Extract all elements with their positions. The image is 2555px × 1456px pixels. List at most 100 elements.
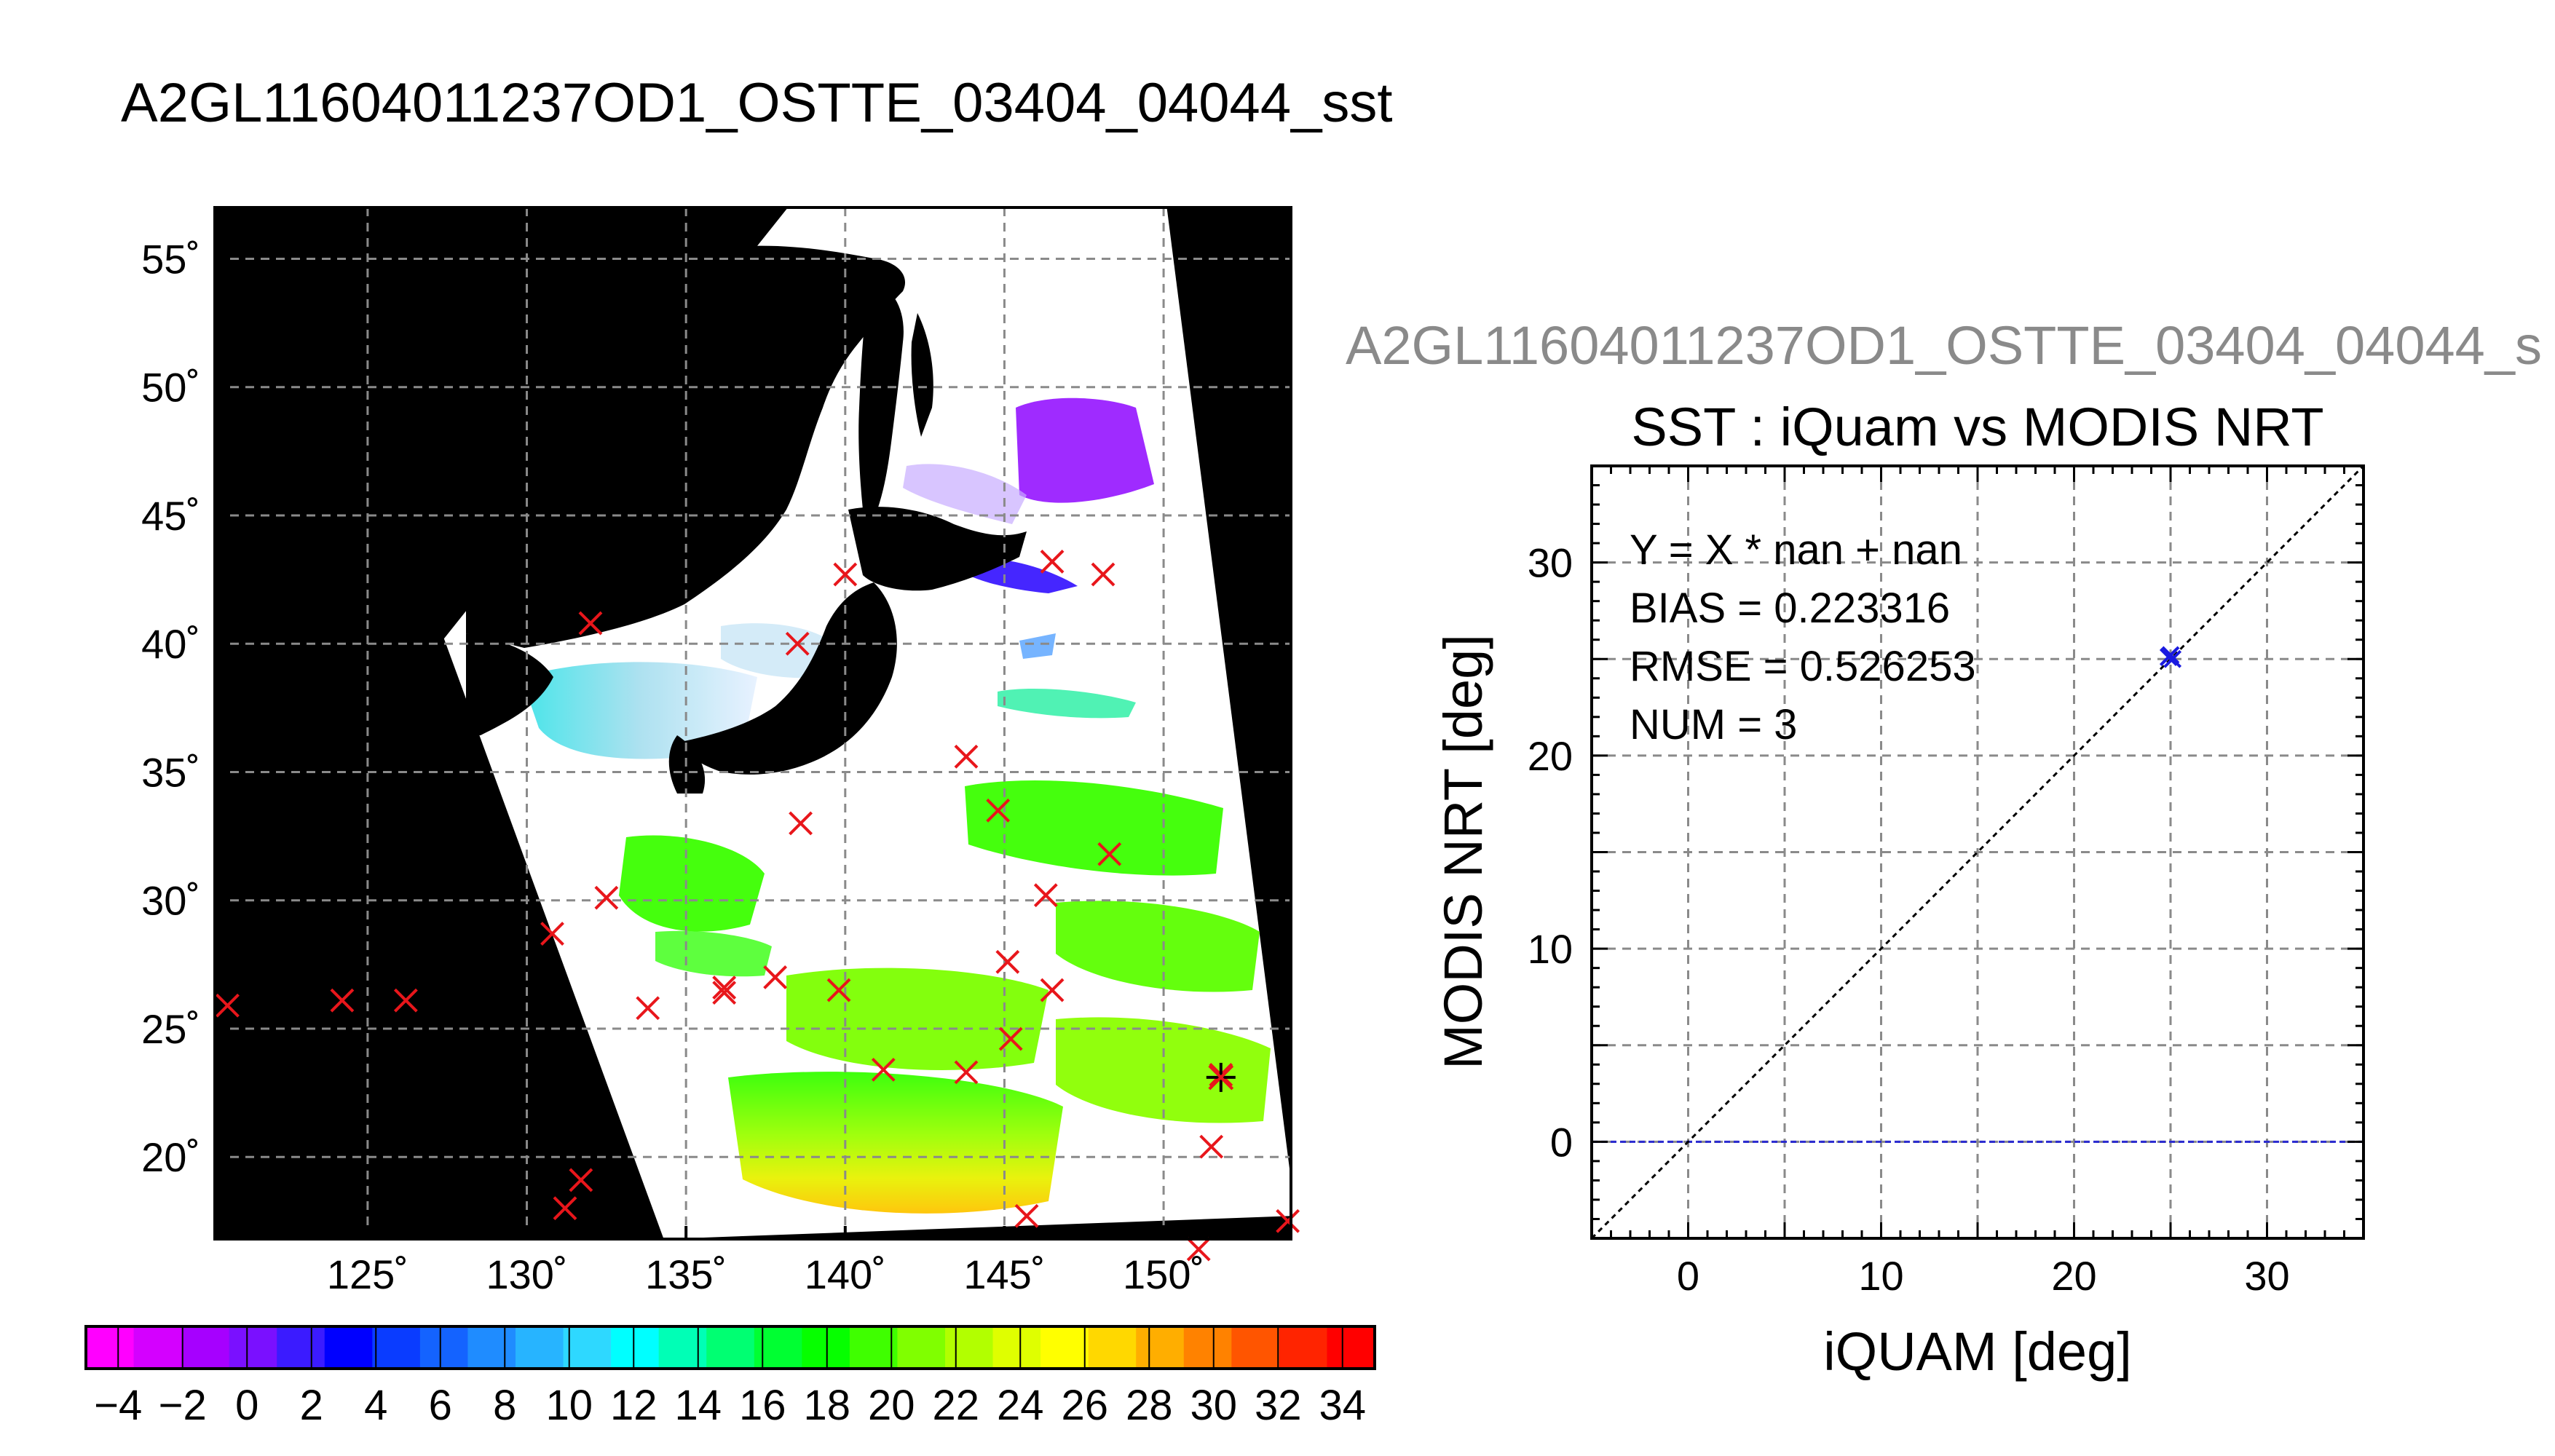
colorbar-tick-label: 6 <box>429 1382 452 1429</box>
buoy-markers <box>216 550 1300 1262</box>
colorbar-tick-label: −4 <box>94 1382 142 1429</box>
scatter-point <box>2163 649 2182 668</box>
colorbar-swatch <box>419 1326 469 1369</box>
regression-stats: Y = X * nan + nan BIAS = 0.223316 RMSE = 0… <box>1630 526 1976 748</box>
colorbar-tick-label: 10 <box>545 1382 593 1429</box>
colorbar-swatch <box>86 1326 135 1369</box>
map-title: A2GL11604011237OD1_OSTTE_03404_04044_sst <box>121 72 1393 134</box>
buoy-marker <box>785 631 810 656</box>
buoy-marker <box>1040 550 1065 574</box>
buoy-marker <box>393 988 418 1013</box>
buoy-marker <box>330 988 355 1013</box>
map-y-tick-label: 55˚ <box>141 236 200 282</box>
scatter-y-tick-label: 0 <box>1550 1119 1573 1165</box>
scatter-y-tick-label: 10 <box>1528 926 1573 972</box>
map-x-axis: 125˚ 130˚ 135˚ 140˚ 145˚ 150˚ <box>327 1226 1204 1297</box>
colorbar-swatch <box>802 1326 850 1369</box>
colorbar-tick-label: 24 <box>997 1382 1044 1429</box>
buoy-marker <box>1186 1237 1211 1262</box>
buoy-marker <box>954 1060 979 1085</box>
colorbar-swatch <box>1279 1326 1328 1369</box>
scatter-panel: SST : iQuam vs MODIS NRT 0 10 20 30 0 10 20 30… <box>1433 397 2365 1382</box>
buoy-marker <box>636 996 660 1021</box>
scatter-title: SST : iQuam vs MODIS NRT <box>1631 397 2323 457</box>
scatter-x-tick-label: 0 <box>1677 1253 1699 1299</box>
stats-line: BIAS = 0.223316 <box>1630 585 1950 632</box>
colorbar-swatch <box>992 1326 1041 1369</box>
colorbar-swatch <box>229 1326 277 1369</box>
scatter-x-tick-label: 30 <box>2244 1253 2289 1299</box>
colorbar-swatch <box>1183 1326 1232 1369</box>
stats-line: Y = X * nan + nan <box>1630 526 1962 574</box>
map-y-tick-label: 50˚ <box>141 365 200 411</box>
map-y-axis: 20˚ 25˚ 30˚ 35˚ 40˚ 45˚ 50˚ 55˚ <box>141 236 228 1180</box>
colorbar-swatch <box>277 1326 325 1369</box>
colorbar-swatch <box>1040 1326 1089 1369</box>
colorbar-swatch <box>467 1326 516 1369</box>
map-gridlines <box>215 207 1291 1239</box>
colorbar-tick-label: 4 <box>364 1382 387 1429</box>
colorbar-swatch <box>516 1326 564 1369</box>
buoy-marker <box>569 1168 593 1192</box>
map-x-tick-label: 145˚ <box>963 1251 1045 1297</box>
map-x-tick-label: 140˚ <box>805 1251 886 1297</box>
scatter-supertitle: A2GL11604011237OD1_OSTTE_03404_04044_s <box>1346 315 2542 376</box>
map-y-tick-label: 35˚ <box>141 749 200 795</box>
buoy-marker <box>1097 842 1122 866</box>
map-y-tick-label: 25˚ <box>141 1006 200 1052</box>
map-x-tick-label: 135˚ <box>645 1251 727 1297</box>
map-panel: 125˚ 130˚ 135˚ 140˚ 145˚ 150˚ 20˚ 25˚ 30˚ 35˚ 40˚… <box>141 206 1300 1297</box>
buoy-marker <box>833 562 858 587</box>
buoy-marker <box>763 965 788 989</box>
scatter-gridlines <box>1592 466 2364 1238</box>
map-y-tick-label: 20˚ <box>141 1134 200 1180</box>
buoy-marker <box>1091 562 1115 587</box>
colorbar-swatch <box>372 1326 421 1369</box>
map-y-tick-label: 45˚ <box>141 493 200 539</box>
buoy-marker <box>540 922 564 946</box>
scatter-y-axis: 0 10 20 30 <box>1528 540 1573 1166</box>
stats-line: NUM = 3 <box>1630 701 1797 748</box>
scatter-x-tick-label: 10 <box>1858 1253 1903 1299</box>
map-y-tick-label: 40˚ <box>141 621 200 667</box>
scatter-y-tick-label: 20 <box>1528 733 1573 779</box>
map-x-tick-label: 130˚ <box>486 1251 567 1297</box>
colorbar-swatch <box>754 1326 802 1369</box>
colorbar-tick-label: 8 <box>493 1382 516 1429</box>
buoy-marker <box>578 611 603 636</box>
buoy-marker <box>1033 883 1058 908</box>
colorbar-swatch <box>133 1326 182 1369</box>
map-y-tick-label: 30˚ <box>141 878 200 924</box>
scatter-x-tick-label: 20 <box>2051 1253 2096 1299</box>
sst-imagery <box>521 397 1271 1214</box>
colorbar-swatch <box>849 1326 899 1369</box>
scatter-minor-ticks <box>1592 466 2364 1238</box>
colorbar-swatch <box>611 1326 660 1369</box>
colorbar-tick-label: 28 <box>1126 1382 1173 1429</box>
scatter-points <box>2159 646 2182 668</box>
buoy-marker <box>594 885 619 910</box>
buoy-marker <box>998 1026 1023 1051</box>
colorbar-tick-label: 34 <box>1319 1382 1366 1429</box>
buoy-marker <box>1276 1208 1300 1233</box>
colorbar-swatch <box>1088 1326 1137 1369</box>
colorbar-swatches <box>86 1326 1375 1369</box>
buoy-marker <box>826 978 851 1002</box>
colorbar-swatch <box>706 1326 755 1369</box>
sakhalin-island <box>911 313 933 437</box>
colorbar-swatch <box>1231 1326 1280 1369</box>
colorbar-swatch <box>658 1326 707 1369</box>
colorbar-swatch <box>181 1326 230 1369</box>
buoy-marker <box>871 1057 896 1082</box>
buoy-marker <box>954 744 979 769</box>
colorbar-tick-label: 2 <box>300 1382 323 1429</box>
x-axis-label: iQUAM [deg] <box>1823 1321 2132 1382</box>
buoy-marker <box>995 949 1020 974</box>
colorbar-tick-label: 16 <box>739 1382 786 1429</box>
colorbar: −4 −2 0 2 4 6 8 10 12 14 16 18 20 22 24 26 28 30 32 34 <box>84 1325 1376 1429</box>
matched-buoy-marker <box>1206 1062 1236 1092</box>
colorbar-tick-label: 32 <box>1255 1382 1302 1429</box>
buoy-marker <box>986 798 1011 823</box>
colorbar-tick-label: 26 <box>1061 1382 1108 1429</box>
